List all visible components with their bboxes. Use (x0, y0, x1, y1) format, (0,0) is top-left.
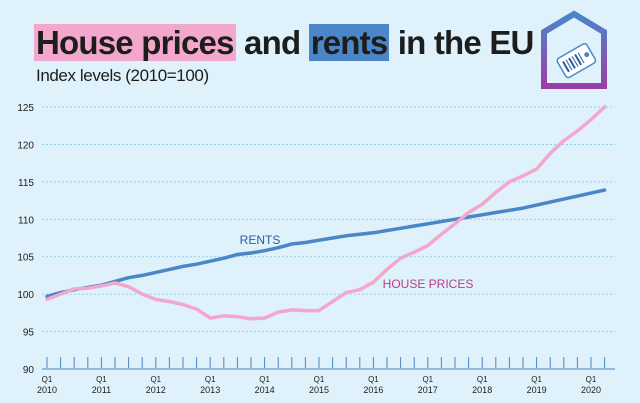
x-tick-quarter: Q1 (259, 375, 270, 384)
x-tick-year: 2014 (255, 385, 275, 395)
x-tick-year: 2012 (146, 385, 166, 395)
x-tick-year: 2013 (200, 385, 220, 395)
x-tick-year: 2017 (418, 385, 438, 395)
x-tick-year: 2018 (472, 385, 492, 395)
x-tick-quarter: Q1 (96, 375, 107, 384)
x-tick-quarter: Q1 (477, 375, 488, 384)
chart-subtitle: Index levels (2010=100) (36, 66, 209, 85)
x-axis: Q12010Q12011Q12012Q12013Q12014Q12015Q120… (37, 357, 615, 395)
x-tick-quarter: Q1 (531, 375, 542, 384)
title-rents: rents (308, 24, 390, 61)
x-tick-quarter: Q1 (368, 375, 379, 384)
x-tick-quarter: Q1 (150, 375, 161, 384)
x-tick-year: 2019 (527, 385, 547, 395)
title-in-the-eu: in the EU (397, 24, 535, 61)
y-tick-label: 110 (18, 215, 34, 226)
y-tick-label: 125 (17, 103, 34, 114)
annotation-rents: RENTS (240, 233, 281, 247)
series-line-house-prices (45, 105, 607, 321)
x-tick-year: 2011 (92, 385, 111, 395)
x-tick-quarter: Q1 (42, 375, 53, 384)
grid-layer (42, 106, 615, 332)
x-tick-quarter: Q1 (422, 375, 433, 384)
annotation-house-prices: HOUSE PRICES (383, 277, 474, 291)
annotations-layer: RENTS HOUSE PRICES (240, 233, 474, 291)
series-layer (45, 105, 607, 321)
price-tag-house-icon (541, 10, 607, 89)
y-tick-label: 100 (17, 290, 34, 301)
x-tick-quarter: Q1 (205, 375, 216, 384)
y-tick-label: 95 (23, 328, 35, 339)
title-house-prices: House prices (34, 24, 236, 61)
y-tick-label: 120 (17, 140, 34, 151)
series-line-rents (45, 188, 607, 299)
y-tick-label: 105 (17, 253, 34, 264)
x-tick-year: 2020 (581, 385, 601, 395)
x-tick-year: 2016 (363, 385, 383, 395)
title-and: and (244, 24, 301, 61)
x-tick-year: 2015 (309, 385, 329, 395)
y-axis-ticks: 90 95 100 105 110 115 120 125 (17, 103, 34, 376)
chart-title: House prices and rents in the EU (34, 24, 534, 62)
x-tick-year: 2010 (37, 385, 57, 395)
y-tick-label: 90 (23, 365, 35, 376)
x-tick-quarter: Q1 (314, 375, 325, 384)
x-tick-quarter: Q1 (586, 375, 597, 384)
y-tick-label: 115 (18, 178, 34, 189)
